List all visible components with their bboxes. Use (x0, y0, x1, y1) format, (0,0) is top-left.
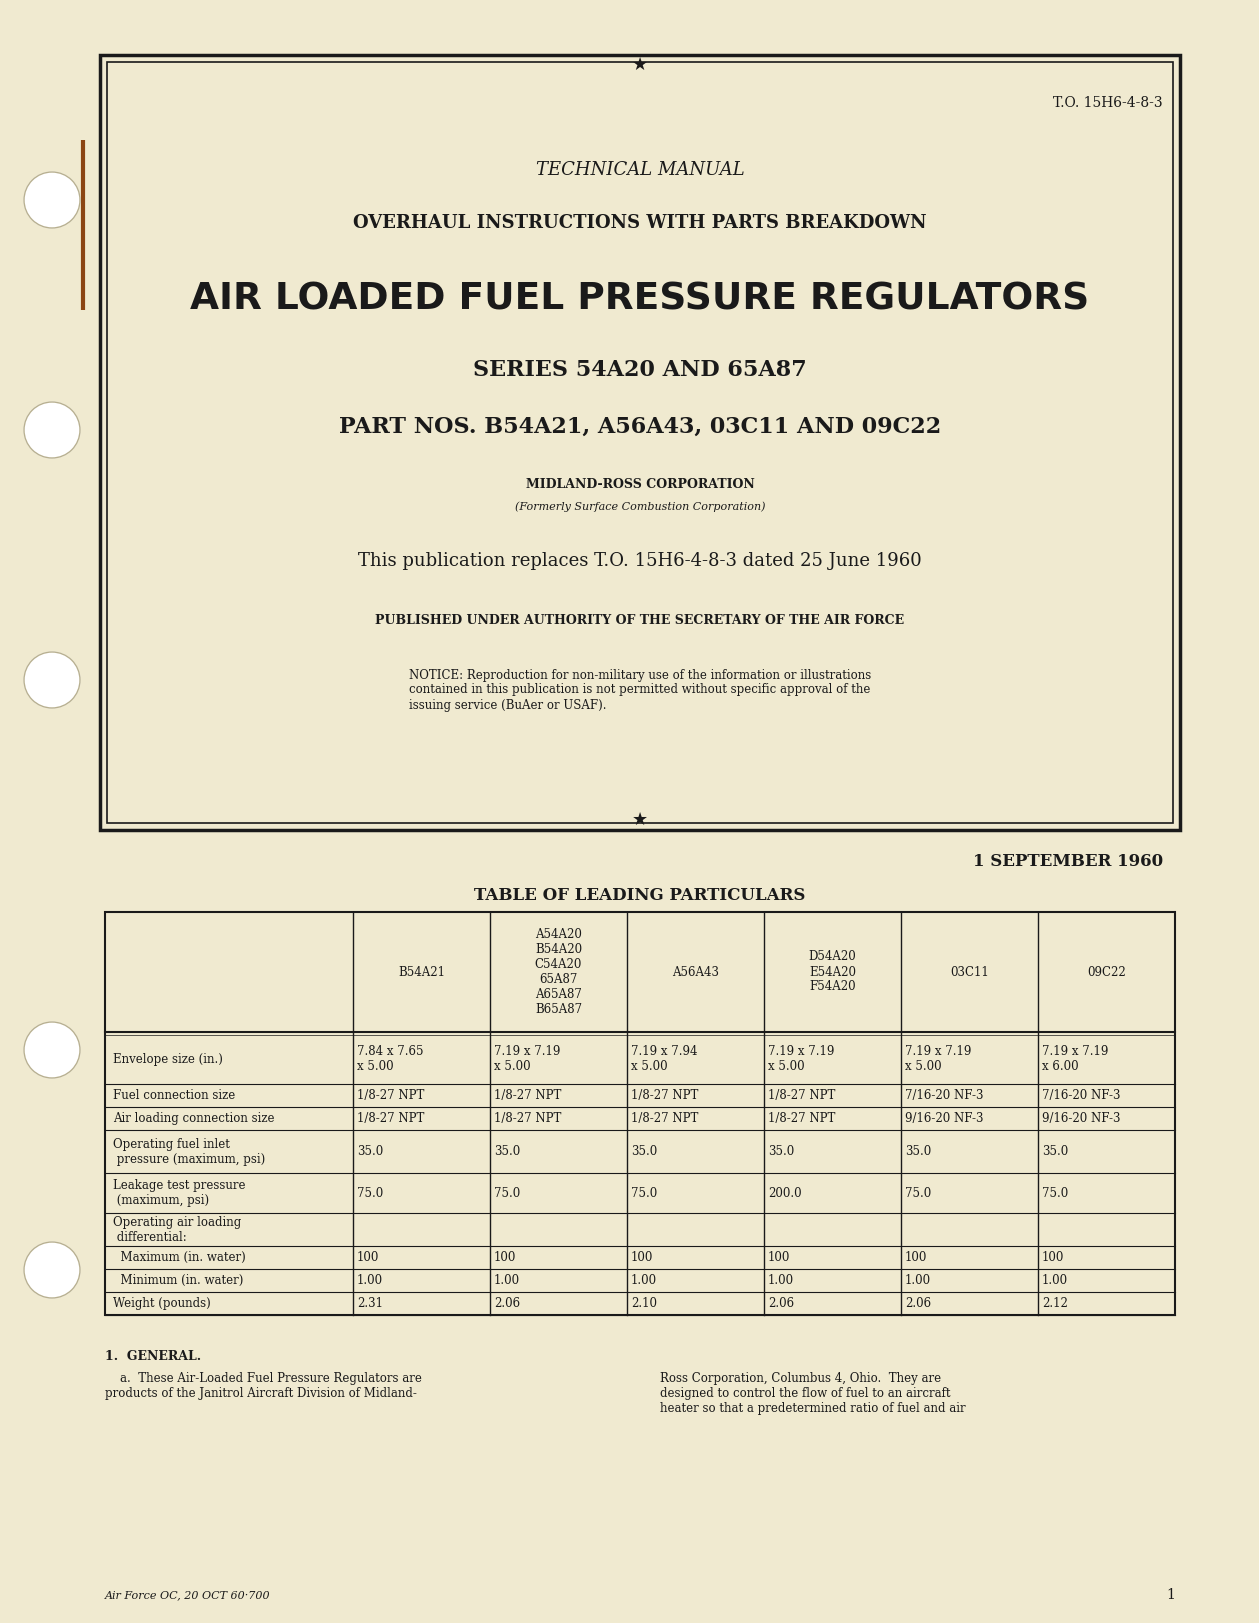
Text: 35.0: 35.0 (1042, 1146, 1068, 1159)
Text: AIR LOADED FUEL PRESSURE REGULATORS: AIR LOADED FUEL PRESSURE REGULATORS (190, 282, 1089, 318)
Text: 35.0: 35.0 (358, 1146, 383, 1159)
Text: 1/8-27 NPT: 1/8-27 NPT (768, 1089, 836, 1102)
Text: 35.0: 35.0 (905, 1146, 932, 1159)
Bar (99, 55, 1180, 829)
Text: 1: 1 (1166, 1587, 1175, 1602)
Text: 75.0: 75.0 (494, 1186, 520, 1199)
Text: 7.19 x 7.94
x 5.00: 7.19 x 7.94 x 5.00 (631, 1045, 697, 1073)
Text: Fuel connection size: Fuel connection size (113, 1089, 235, 1102)
Circle shape (24, 1022, 81, 1078)
Text: 75.0: 75.0 (1042, 1186, 1068, 1199)
Text: A54A20
B54A20
C54A20
65A87
A65A87
B65A87: A54A20 B54A20 C54A20 65A87 A65A87 B65A87 (535, 928, 582, 1016)
Text: Envelope size (in.): Envelope size (in.) (113, 1053, 223, 1066)
Text: 75.0: 75.0 (358, 1186, 383, 1199)
Text: ★: ★ (632, 57, 648, 75)
Text: 2.10: 2.10 (631, 1297, 657, 1310)
Text: 1.00: 1.00 (768, 1274, 794, 1287)
Text: 100: 100 (1042, 1251, 1064, 1264)
Text: 7/16-20 NF-3: 7/16-20 NF-3 (905, 1089, 983, 1102)
Text: 1/8-27 NPT: 1/8-27 NPT (494, 1089, 562, 1102)
Text: 35.0: 35.0 (631, 1146, 657, 1159)
Text: Ross Corporation, Columbus 4, Ohio.  They are
designed to control the flow of fu: Ross Corporation, Columbus 4, Ohio. They… (660, 1371, 966, 1415)
Text: 2.06: 2.06 (494, 1297, 520, 1310)
Text: Minimum (in. water): Minimum (in. water) (113, 1274, 243, 1287)
Text: 200.0: 200.0 (768, 1186, 802, 1199)
Text: This publication replaces T.O. 15H6-4-8-3 dated 25 June 1960: This publication replaces T.O. 15H6-4-8-… (358, 552, 922, 570)
Circle shape (24, 1242, 81, 1298)
Text: 2.31: 2.31 (358, 1297, 383, 1310)
Text: 2.12: 2.12 (1042, 1297, 1068, 1310)
Text: PART NOS. B54A21, A56A43, 03C11 AND 09C22: PART NOS. B54A21, A56A43, 03C11 AND 09C2… (339, 415, 942, 438)
Text: 1/8-27 NPT: 1/8-27 NPT (768, 1112, 836, 1125)
Text: D54A20
E54A20
F54A20: D54A20 E54A20 F54A20 (808, 951, 856, 993)
Text: 100: 100 (631, 1251, 653, 1264)
Text: Leakage test pressure
 (maximum, psi): Leakage test pressure (maximum, psi) (113, 1180, 246, 1208)
Text: TABLE OF LEADING PARTICULARS: TABLE OF LEADING PARTICULARS (475, 886, 806, 904)
Circle shape (24, 403, 81, 458)
Text: 03C11: 03C11 (951, 966, 988, 979)
Text: 1.00: 1.00 (358, 1274, 383, 1287)
Text: 1/8-27 NPT: 1/8-27 NPT (358, 1089, 424, 1102)
Text: 100: 100 (494, 1251, 516, 1264)
Text: 1.  GENERAL.: 1. GENERAL. (104, 1350, 201, 1363)
Text: SERIES 54A20 AND 65A87: SERIES 54A20 AND 65A87 (473, 359, 807, 381)
Bar (104, 912, 1175, 1315)
Text: 7.19 x 7.19
x 5.00: 7.19 x 7.19 x 5.00 (768, 1045, 835, 1073)
Text: 7.84 x 7.65
x 5.00: 7.84 x 7.65 x 5.00 (358, 1045, 423, 1073)
Text: 7.19 x 7.19
x 6.00: 7.19 x 7.19 x 6.00 (1042, 1045, 1108, 1073)
Text: 35.0: 35.0 (768, 1146, 794, 1159)
Text: 09C22: 09C22 (1087, 966, 1126, 979)
Text: 75.0: 75.0 (631, 1186, 657, 1199)
Text: 1/8-27 NPT: 1/8-27 NPT (631, 1112, 699, 1125)
Text: 100: 100 (768, 1251, 791, 1264)
Text: Maximum (in. water): Maximum (in. water) (113, 1251, 246, 1264)
Text: Operating air loading
 differential:: Operating air loading differential: (113, 1216, 242, 1243)
Text: Weight (pounds): Weight (pounds) (113, 1297, 210, 1310)
Text: 1.00: 1.00 (494, 1274, 520, 1287)
Text: 7/16-20 NF-3: 7/16-20 NF-3 (1042, 1089, 1121, 1102)
Text: A56A43: A56A43 (672, 966, 719, 979)
Text: 1.00: 1.00 (905, 1274, 932, 1287)
Text: NOTICE: Reproduction for non-military use of the information or illustrations
co: NOTICE: Reproduction for non-military us… (409, 669, 871, 711)
Text: 1/8-27 NPT: 1/8-27 NPT (358, 1112, 424, 1125)
Text: 1.00: 1.00 (1042, 1274, 1068, 1287)
Text: 100: 100 (358, 1251, 379, 1264)
Circle shape (24, 172, 81, 227)
Text: B54A21: B54A21 (398, 966, 444, 979)
Circle shape (24, 652, 81, 708)
Text: T.O. 15H6-4-8-3: T.O. 15H6-4-8-3 (1054, 96, 1163, 110)
Text: TECHNICAL MANUAL: TECHNICAL MANUAL (535, 161, 744, 179)
Text: a.  These Air-Loaded Fuel Pressure Regulators are
products of the Janitrol Aircr: a. These Air-Loaded Fuel Pressure Regula… (104, 1371, 422, 1401)
Text: 7.19 x 7.19
x 5.00: 7.19 x 7.19 x 5.00 (905, 1045, 972, 1073)
Text: ★: ★ (632, 812, 648, 829)
Text: 9/16-20 NF-3: 9/16-20 NF-3 (1042, 1112, 1121, 1125)
Text: 100: 100 (905, 1251, 928, 1264)
Text: 1/8-27 NPT: 1/8-27 NPT (494, 1112, 562, 1125)
Text: 2.06: 2.06 (905, 1297, 932, 1310)
Text: 1.00: 1.00 (631, 1274, 657, 1287)
Text: OVERHAUL INSTRUCTIONS WITH PARTS BREAKDOWN: OVERHAUL INSTRUCTIONS WITH PARTS BREAKDO… (354, 214, 927, 232)
Text: MIDLAND-ROSS CORPORATION: MIDLAND-ROSS CORPORATION (525, 479, 754, 492)
Text: Air Force OC, 20 OCT 60·700: Air Force OC, 20 OCT 60·700 (104, 1591, 271, 1600)
Text: 7.19 x 7.19
x 5.00: 7.19 x 7.19 x 5.00 (494, 1045, 560, 1073)
Text: 35.0: 35.0 (494, 1146, 520, 1159)
Text: (Formerly Surface Combustion Corporation): (Formerly Surface Combustion Corporation… (515, 502, 765, 513)
Text: 75.0: 75.0 (905, 1186, 932, 1199)
Text: 9/16-20 NF-3: 9/16-20 NF-3 (905, 1112, 983, 1125)
Text: 2.06: 2.06 (768, 1297, 794, 1310)
Text: Air loading connection size: Air loading connection size (113, 1112, 274, 1125)
Bar (107, 62, 1173, 823)
Text: 1 SEPTEMBER 1960: 1 SEPTEMBER 1960 (973, 854, 1163, 870)
Text: Operating fuel inlet
 pressure (maximum, psi): Operating fuel inlet pressure (maximum, … (113, 1138, 266, 1165)
Text: PUBLISHED UNDER AUTHORITY OF THE SECRETARY OF THE AIR FORCE: PUBLISHED UNDER AUTHORITY OF THE SECRETA… (375, 615, 904, 628)
Text: 1/8-27 NPT: 1/8-27 NPT (631, 1089, 699, 1102)
